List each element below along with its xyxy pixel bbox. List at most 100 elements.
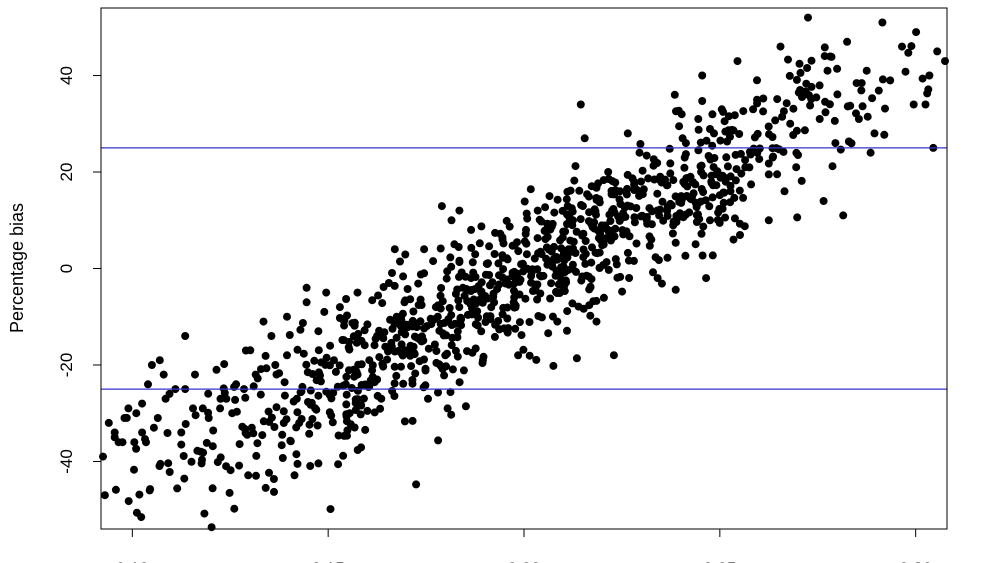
- data-point: [208, 484, 217, 493]
- data-point: [202, 438, 211, 447]
- data-point: [338, 336, 347, 344]
- data-point: [525, 318, 534, 326]
- data-point: [455, 303, 464, 311]
- data-point: [745, 163, 754, 172]
- data-point: [495, 280, 504, 289]
- data-point: [578, 272, 587, 281]
- data-point: [454, 296, 463, 305]
- data-point: [249, 382, 258, 391]
- data-point: [559, 227, 568, 236]
- data-point: [104, 418, 113, 427]
- data-point: [474, 313, 483, 322]
- data-point: [653, 274, 662, 283]
- data-point: [741, 156, 750, 165]
- data-point: [272, 403, 281, 412]
- data-point: [740, 222, 749, 231]
- y-tick-label: -20: [57, 353, 76, 378]
- data-point: [320, 307, 329, 316]
- data-point: [270, 423, 279, 431]
- data-point: [495, 271, 503, 280]
- data-point: [726, 198, 735, 207]
- reference-lines: [101, 147, 947, 390]
- data-point: [653, 206, 662, 215]
- data-point: [771, 116, 780, 125]
- data-point: [708, 110, 717, 119]
- data-point: [579, 229, 588, 238]
- data-point: [572, 227, 581, 236]
- data-point: [447, 311, 456, 320]
- x-tick-label: 0.10: [116, 559, 149, 563]
- data-point: [513, 238, 521, 247]
- data-point: [350, 321, 359, 330]
- data-point: [921, 100, 930, 109]
- data-point: [707, 179, 716, 187]
- data-point: [269, 475, 278, 483]
- data-point: [451, 289, 460, 298]
- data-point: [632, 239, 641, 248]
- data-point: [604, 265, 613, 274]
- data-point: [314, 327, 323, 336]
- data-point: [547, 279, 556, 288]
- data-point: [697, 168, 706, 176]
- data-point: [216, 404, 225, 413]
- data-point: [857, 79, 866, 88]
- data-point: [204, 389, 213, 398]
- data-point: [443, 404, 452, 413]
- data-point: [764, 159, 773, 168]
- data-point: [412, 319, 421, 328]
- data-point: [786, 119, 795, 128]
- data-point: [272, 370, 281, 379]
- data-point: [257, 365, 265, 374]
- data-point: [642, 216, 651, 224]
- data-point: [424, 344, 433, 353]
- data-point: [815, 115, 824, 123]
- data-point: [668, 229, 677, 238]
- data-point: [588, 223, 597, 231]
- data-point: [753, 99, 762, 108]
- data-point: [720, 188, 729, 197]
- data-point: [755, 155, 764, 164]
- data-point: [707, 171, 716, 180]
- data-point: [310, 356, 319, 365]
- data-point: [880, 130, 889, 139]
- data-point: [230, 504, 239, 513]
- data-point: [568, 260, 577, 269]
- data-point: [345, 366, 353, 375]
- data-point: [653, 189, 662, 198]
- data-point: [636, 212, 645, 221]
- data-point: [699, 222, 708, 231]
- data-point: [270, 487, 278, 496]
- data-point: [110, 433, 119, 442]
- data-point: [403, 323, 412, 332]
- data-point: [264, 407, 273, 416]
- data-point: [716, 136, 725, 145]
- data-point: [207, 523, 216, 532]
- data-point: [419, 383, 428, 392]
- data-point: [463, 347, 471, 356]
- data-point: [279, 407, 288, 416]
- data-point: [390, 362, 399, 371]
- data-point: [406, 295, 415, 304]
- data-point: [390, 379, 399, 388]
- data-point: [453, 333, 462, 342]
- data-point: [331, 367, 340, 376]
- data-point: [657, 279, 666, 288]
- data-point: [674, 106, 683, 115]
- data-point: [180, 474, 189, 483]
- data-point: [216, 394, 225, 403]
- data-point: [471, 344, 480, 353]
- data-point: [199, 448, 208, 457]
- data-point: [359, 394, 368, 403]
- data-point: [912, 28, 921, 37]
- data-point: [615, 216, 624, 225]
- data-point: [454, 243, 463, 251]
- data-point: [491, 320, 500, 329]
- data-point: [645, 241, 654, 250]
- data-point: [357, 381, 366, 389]
- data-point: [489, 289, 498, 298]
- data-point: [370, 378, 379, 387]
- data-point: [563, 326, 571, 335]
- data-point: [681, 150, 690, 159]
- data-point: [374, 291, 383, 300]
- data-point: [283, 312, 291, 321]
